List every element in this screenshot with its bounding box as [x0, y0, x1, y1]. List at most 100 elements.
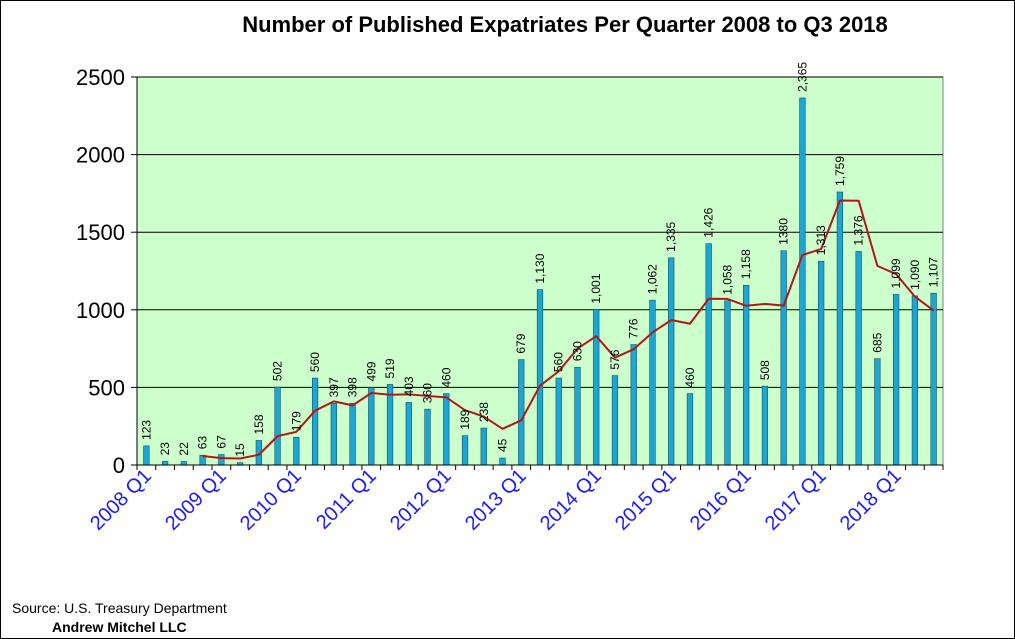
- y-tick-label: 0: [113, 453, 125, 478]
- data-label: 397: [327, 377, 341, 397]
- data-label: 499: [364, 361, 378, 381]
- data-label: 460: [683, 367, 697, 387]
- x-tick-label: 2009 Q1: [161, 465, 231, 535]
- bar: [274, 386, 281, 466]
- y-tick-label: 500: [88, 375, 125, 400]
- bar: [855, 251, 862, 466]
- bar-series: [143, 97, 937, 466]
- data-label: 502: [271, 361, 285, 381]
- data-label: 123: [139, 420, 153, 440]
- bar: [518, 359, 525, 466]
- data-label: 398: [346, 377, 360, 397]
- bar: [218, 454, 225, 466]
- data-label: 189: [458, 409, 472, 429]
- bar: [480, 427, 487, 466]
- bar: [780, 250, 787, 466]
- data-label: 508: [758, 360, 772, 380]
- bar: [930, 292, 937, 466]
- bar: [874, 358, 881, 466]
- y-tick-label: 1000: [76, 298, 125, 323]
- source-note: Source: U.S. Treasury Department: [12, 600, 227, 616]
- bar: [743, 284, 750, 466]
- data-label: 1380: [777, 218, 791, 245]
- bar: [649, 299, 656, 466]
- x-tick-label: 2011 Q1: [312, 465, 381, 534]
- y-tick-label: 2500: [76, 65, 125, 90]
- bar: [349, 402, 356, 466]
- data-label: 15: [233, 443, 247, 457]
- bar: [705, 243, 712, 466]
- data-label: 67: [214, 435, 228, 449]
- x-tick-label: 2012 Q1: [386, 465, 456, 535]
- bar: [461, 435, 469, 466]
- bar: [424, 408, 431, 466]
- moving-average-line: [202, 199, 935, 460]
- data-label: 1,759: [833, 156, 847, 186]
- bar: [330, 403, 337, 466]
- data-label: 1,099: [889, 258, 903, 288]
- data-label: 560: [552, 352, 566, 372]
- data-label: 45: [496, 438, 510, 452]
- data-label: 1,001: [589, 273, 603, 303]
- data-label: 403: [402, 376, 416, 396]
- bar: [593, 309, 600, 466]
- bar: [574, 366, 581, 466]
- bar: [818, 260, 825, 466]
- data-label: 1,130: [533, 253, 547, 283]
- bar: [368, 387, 375, 466]
- y-axis: 0 500 1000 1500 2000 2500: [76, 65, 138, 478]
- bar: [836, 191, 844, 466]
- x-tick-label: 2016 Q1: [686, 465, 756, 535]
- bar: [799, 97, 806, 466]
- data-label: 1,426: [702, 207, 716, 237]
- x-tick-label: 2017 Q1: [761, 465, 831, 535]
- x-tick-label: 2013 Q1: [461, 465, 531, 535]
- x-axis: 2008 Q1 2009 Q1 2010 Q1 2011 Q1 2012 Q1 2013 …: [86, 464, 944, 535]
- data-label: 630: [570, 341, 584, 361]
- bar: [668, 257, 675, 466]
- bar: [911, 295, 918, 466]
- bar: [386, 384, 394, 466]
- bar: [293, 436, 300, 466]
- data-label: 1,313: [814, 225, 828, 255]
- data-label: 2,365: [795, 62, 809, 92]
- bar: [893, 294, 900, 466]
- bar: [180, 461, 187, 466]
- data-label: 1,376: [852, 215, 866, 245]
- y-tick-label: 1500: [76, 220, 125, 245]
- line-series: [202, 199, 935, 460]
- bar: [686, 393, 694, 466]
- x-tick-label: 2018 Q1: [836, 465, 906, 535]
- bar: [162, 461, 169, 466]
- bar: [761, 385, 769, 466]
- bar: [555, 377, 562, 466]
- x-tick-label: 2014 Q1: [536, 465, 606, 535]
- data-label: 460: [439, 367, 453, 387]
- bar: [611, 375, 619, 466]
- data-label: 1,062: [645, 264, 659, 294]
- data-label: 22: [177, 442, 191, 456]
- data-label: 776: [627, 318, 641, 338]
- data-label: 685: [870, 332, 884, 352]
- data-label: 179: [289, 411, 303, 431]
- data-label: 576: [608, 349, 622, 369]
- data-label: 360: [421, 383, 435, 403]
- data-label: 519: [383, 358, 397, 378]
- data-label: 1,158: [739, 249, 753, 279]
- data-label: 1,335: [664, 221, 678, 251]
- bar: [499, 457, 506, 466]
- author-credit: Andrew Mitchel LLC: [52, 619, 187, 635]
- data-label: 1,058: [720, 264, 734, 294]
- x-tick-label: 2015 Q1: [611, 465, 681, 535]
- bar: [443, 393, 450, 466]
- data-labels: 123 23 22 63 67 15 158 502 179 560 397 398 499 519 403…: [139, 62, 940, 457]
- bar: [405, 402, 412, 466]
- bar: [536, 289, 544, 466]
- bar: [724, 300, 731, 466]
- y-tick-label: 2000: [76, 143, 125, 168]
- data-label: 1,107: [927, 257, 941, 287]
- data-label: 679: [514, 333, 528, 353]
- data-label: 158: [252, 414, 266, 434]
- bar: [143, 445, 150, 466]
